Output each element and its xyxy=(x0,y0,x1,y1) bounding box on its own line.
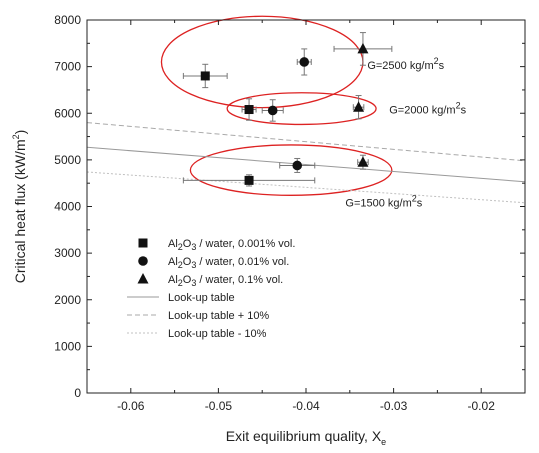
group-label-text: G=1500 kg/m xyxy=(345,198,411,210)
x-axis-title: Exit equilibrium quality, Xe xyxy=(226,428,386,447)
marker-circle xyxy=(299,57,310,67)
y-tick-label: 3000 xyxy=(54,246,81,260)
y-tick-label: 7000 xyxy=(54,60,81,74)
legend-label-sub: 3 xyxy=(191,242,196,252)
group-markers xyxy=(200,42,369,185)
legend-label: Al2O3 / water, 0.1% vol. xyxy=(168,274,283,288)
group-label: G=2000 kg/m2s xyxy=(389,100,466,116)
legend-label: Look-up table xyxy=(168,292,235,304)
y-axis-title: Critical heat flux (kW/m2) xyxy=(11,130,28,284)
legend-label-sub: 2 xyxy=(178,260,183,270)
marker-triangle xyxy=(353,101,365,112)
lookup-line xyxy=(86,146,526,183)
marker-triangle xyxy=(137,273,149,284)
legend-label-part: / water, 0.001% vol. xyxy=(196,238,295,250)
legend-label-part: Al xyxy=(168,238,178,250)
marker-circle xyxy=(292,160,303,171)
y-tick-label: 1000 xyxy=(54,339,81,353)
group-label-superscript: 2 xyxy=(456,100,461,110)
group-label-end: s xyxy=(417,198,423,210)
y-tick-label: 5000 xyxy=(54,153,81,167)
group-ellipse xyxy=(189,144,393,196)
legend-label: Al2O3 / water, 0.01% vol. xyxy=(168,256,289,270)
x-tick-label: -0.06 xyxy=(117,399,145,413)
legend: Al2O3 / water, 0.001% vol.Al2O3 / water,… xyxy=(127,238,295,340)
legend-label: Look-up table - 10% xyxy=(168,328,267,340)
legend-label-sub: 2 xyxy=(178,278,183,288)
legend-label-part: O xyxy=(183,256,192,268)
legend-label-sub: 2 xyxy=(178,242,183,252)
group-label-text: G=2500 kg/m xyxy=(367,60,433,72)
lookup-line xyxy=(86,122,526,162)
legend-label-part: O xyxy=(183,238,192,250)
legend-label-sub: 3 xyxy=(191,260,196,270)
y-tick-label: 0 xyxy=(74,386,81,400)
marker-square xyxy=(138,238,148,248)
legend-label-part: / water, 0.01% vol. xyxy=(196,256,289,268)
x-tick-label: -0.05 xyxy=(205,399,233,413)
y-tick-label: 2000 xyxy=(54,293,81,307)
legend-label-part: Al xyxy=(168,256,178,268)
legend-label: Al2O3 / water, 0.001% vol. xyxy=(168,238,295,252)
x-axis-title-subscript: e xyxy=(381,437,386,447)
y-tick-label: 6000 xyxy=(54,106,81,120)
y-tick-label: 4000 xyxy=(54,200,81,214)
y-axis-title-text: Critical heat flux (kW/m xyxy=(12,139,28,283)
marker-triangle xyxy=(357,156,369,167)
group-label-end: s xyxy=(461,104,467,116)
group-ellipse xyxy=(226,92,377,126)
y-axis-title-end: ) xyxy=(12,130,28,135)
x-tick-label: -0.02 xyxy=(468,399,496,413)
marker-triangle xyxy=(357,42,369,54)
y-tick-label: 8000 xyxy=(54,13,81,27)
marker-square xyxy=(200,71,210,81)
group-label-superscript: 2 xyxy=(434,56,439,66)
legend-label-part: / water, 0.1% vol. xyxy=(196,274,283,286)
group-label-text: G=2000 kg/m xyxy=(389,104,455,116)
plot-frame xyxy=(86,19,526,394)
group-label-end: s xyxy=(439,60,445,72)
marker-square xyxy=(244,105,254,115)
legend-label-sub: 3 xyxy=(191,278,196,288)
x-tick-label: -0.03 xyxy=(380,399,408,413)
group-label: G=1500 kg/m2s xyxy=(345,194,422,210)
group-lookup-lines xyxy=(86,122,526,204)
marker-circle xyxy=(138,256,148,266)
legend-label-part: Al xyxy=(168,274,178,286)
x-tick-label: -0.04 xyxy=(292,399,320,413)
group-label-superscript: 2 xyxy=(412,194,417,204)
group-label: G=2500 kg/m2s xyxy=(367,56,444,72)
group-axes xyxy=(86,19,526,394)
legend-label-part: O xyxy=(183,274,192,286)
y-axis-title-superscript: 2 xyxy=(11,134,21,139)
lookup-line xyxy=(86,171,526,204)
x-axis-title-text: Exit equilibrium quality, X xyxy=(226,428,382,444)
group-ticks: -0.06 -0.05 -0.04 -0.03 -0.02 0 1000 2000 3000 40… xyxy=(54,13,526,413)
marker-square xyxy=(244,175,254,185)
marker-circle xyxy=(267,105,278,116)
legend-label: Look-up table + 10% xyxy=(168,310,269,322)
